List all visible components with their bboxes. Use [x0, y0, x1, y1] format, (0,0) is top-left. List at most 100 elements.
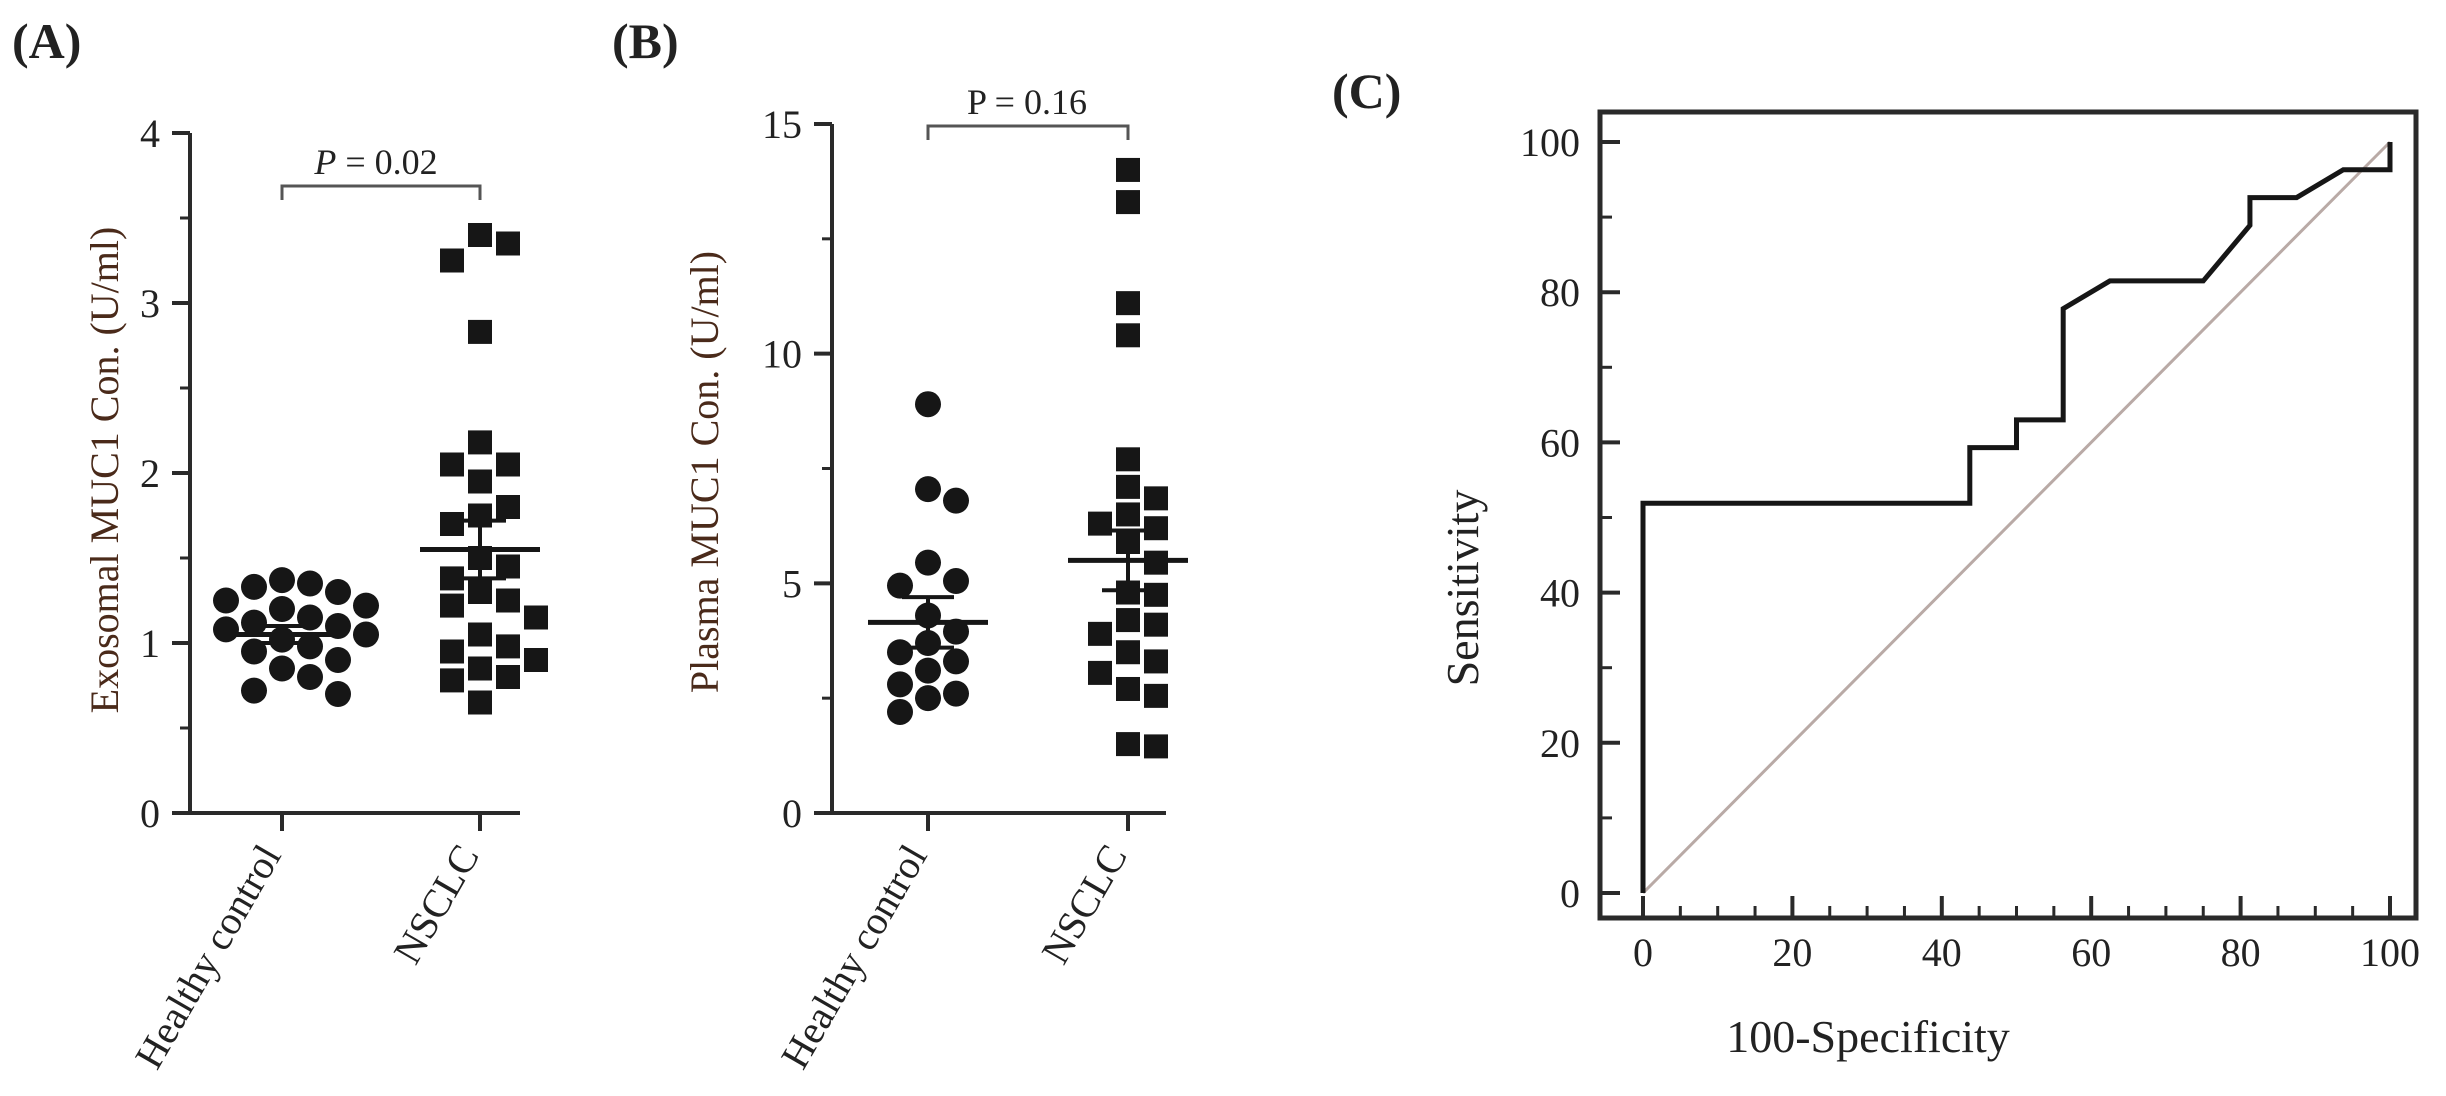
y-tick-label: 100: [1520, 120, 1580, 165]
data-point-square: [468, 430, 492, 455]
data-point-square: [524, 605, 548, 630]
data-point-circle: [887, 572, 913, 599]
y-tick-label: 4: [140, 111, 160, 156]
data-point-circle: [915, 476, 941, 503]
data-point-circle: [325, 647, 351, 673]
panel-a-ylabel: Exosomal MUC1 Con. (U/ml): [82, 227, 127, 714]
data-point-circle: [297, 570, 323, 597]
panel-a-pvalue-text: = 0.02: [336, 142, 437, 182]
y-tick-label: 1: [140, 621, 160, 666]
y-tick-label: 0: [140, 791, 160, 836]
panel-b-label: (B): [612, 13, 679, 69]
data-point-circle: [915, 549, 941, 576]
data-point-circle: [213, 616, 239, 643]
data-point-square: [496, 495, 520, 519]
y-tick-label: 2: [140, 451, 160, 496]
panel-b-yticks: 0 5 10 15: [762, 102, 832, 836]
data-point-square: [1144, 734, 1168, 759]
data-point-circle: [915, 685, 941, 712]
data-point-circle: [297, 633, 323, 660]
data-point-circle: [887, 639, 913, 666]
y-tick-label: 0: [1560, 871, 1580, 916]
panel-a-significance-bracket: [280, 184, 482, 200]
data-point-circle: [269, 567, 295, 594]
data-point-circle: [269, 596, 295, 622]
data-point-square: [1088, 660, 1112, 685]
panel-b-significance-bracket: [926, 124, 1130, 140]
panel-a: (A) Exosomal MUC1 Con. (U/ml) 0 1 2 3 4 P = …: [12, 13, 548, 1076]
panel-a-category-nsclc: NSCLC: [384, 837, 487, 971]
data-point-square: [468, 223, 492, 247]
data-point-square: [1144, 683, 1168, 708]
significance-bracket-line: [280, 184, 482, 200]
data-point-square: [468, 690, 492, 715]
y-tick-label: 20: [1540, 721, 1580, 766]
data-point-square: [1116, 323, 1140, 348]
y-tick-label: 3: [140, 281, 160, 326]
y-tick-label: 40: [1540, 571, 1580, 616]
data-point-circle: [887, 671, 913, 698]
data-point-square: [1116, 608, 1140, 633]
panel-b-ylabel: Plasma MUC1 Con. (U/ml): [682, 251, 727, 693]
panel-b: (B) Plasma MUC1 Con. (U/ml) 0 5 10 15 P = 0…: [612, 13, 1188, 1076]
panel-b-axis: [830, 124, 1166, 831]
y-tick-label: 80: [1540, 270, 1580, 315]
data-point-circle: [943, 648, 969, 675]
data-point-square: [1116, 291, 1140, 316]
panel-a-label: (A): [12, 13, 81, 69]
data-point-square: [1144, 649, 1168, 674]
data-point-square: [468, 622, 492, 647]
y-tick-label: 60: [1540, 420, 1580, 465]
x-tick-label: 0: [1633, 930, 1653, 975]
data-point-square: [1144, 612, 1168, 637]
data-point-square: [1116, 676, 1140, 701]
panel-b-means: [868, 528, 1188, 650]
data-point-square: [496, 452, 520, 477]
data-point-circle: [353, 621, 379, 648]
data-point-circle: [213, 587, 239, 614]
data-point-circle: [887, 698, 913, 725]
panel-c: (C) 0 20 40 60 80 100 0 20 40 60 80 100 Sensitivit…: [1332, 63, 2420, 1062]
panel-a-pvalue-prefix: P: [313, 142, 336, 182]
data-point-circle: [241, 573, 267, 600]
y-tick-label: 15: [762, 102, 802, 147]
data-point-circle: [353, 592, 379, 619]
data-point-circle: [241, 609, 267, 636]
data-point-square: [496, 665, 520, 689]
data-point-square: [1116, 447, 1140, 472]
x-tick-label: 20: [1772, 930, 1812, 975]
data-point-circle: [943, 618, 969, 645]
panel-c-xlabel: 100-Specificity: [1726, 1011, 2010, 1062]
data-point-square: [468, 580, 492, 604]
panel-a-yticks: 0 1 2 3 4: [140, 111, 190, 836]
data-point-square: [496, 588, 520, 613]
panel-a-axis: [188, 133, 520, 831]
panel-c-label: (C): [1332, 63, 1401, 119]
panel-c-yticks: 0 20 40 60 80 100: [1520, 120, 1620, 916]
panel-c-ylabel: Sensitivity: [1437, 490, 1488, 687]
significance-bracket-line: [926, 124, 1130, 140]
data-point-square: [468, 656, 492, 681]
panel-b-pvalue: P = 0.16: [967, 82, 1087, 122]
panel-c-lines: [1640, 140, 2393, 895]
x-tick-label: 100: [2360, 930, 2420, 975]
data-point-square: [468, 469, 492, 494]
panel-a-points: [213, 223, 548, 715]
panel-c-frame: [1597, 109, 2419, 921]
x-tick-label: 60: [2071, 930, 2111, 975]
panel-b-category-nsclc: NSCLC: [1032, 837, 1135, 971]
y-tick-label: 5: [782, 561, 802, 606]
data-point-circle: [943, 568, 969, 595]
data-point-square: [440, 639, 464, 664]
data-point-square: [440, 668, 464, 693]
data-point-circle: [943, 680, 969, 707]
data-point-circle: [325, 681, 351, 707]
y-tick-label: 10: [762, 332, 802, 377]
data-point-square: [496, 634, 520, 659]
panel-c-xticks: 0 20 40 60 80 100: [1633, 896, 2420, 975]
data-point-square: [440, 452, 464, 477]
data-point-circle: [943, 487, 969, 514]
data-point-square: [468, 319, 492, 344]
data-point-square: [496, 554, 520, 579]
plot-frame: [1597, 109, 2419, 921]
